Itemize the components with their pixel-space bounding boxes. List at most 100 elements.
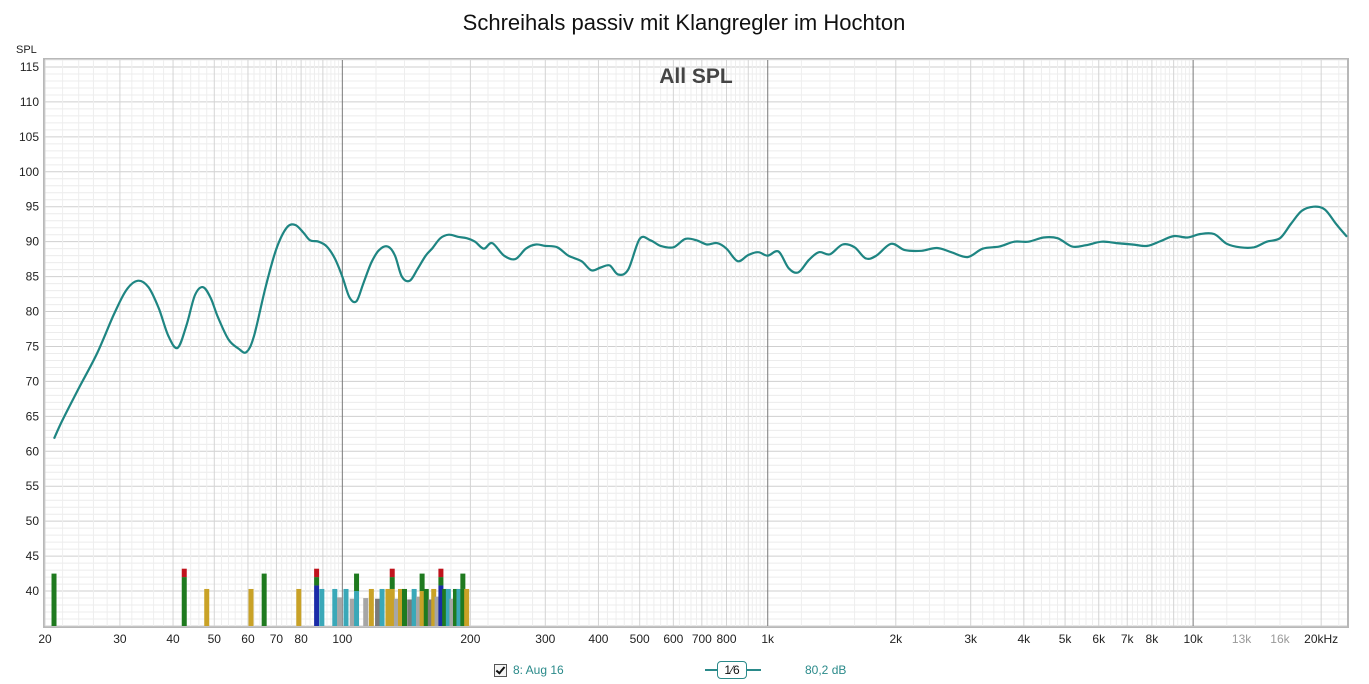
distortion-bar [460, 573, 466, 589]
distortion-bar [427, 599, 433, 626]
distortion-bar [379, 588, 385, 626]
distortion-bar [343, 588, 349, 626]
distortion-bar [248, 588, 254, 626]
x-tick-label: 3k [964, 632, 978, 646]
distortion-bar [431, 588, 437, 626]
x-tick-label: 10k [1183, 632, 1203, 646]
y-tick-labels: 40 45 50 55 60 65 70 75 80 85 90 95 100 105 110 115 [19, 60, 39, 598]
series-legend-label[interactable]: 8: Aug 16 [513, 663, 564, 677]
x-tick-label-minor: 16k [1270, 632, 1290, 646]
distortion-bar [332, 588, 338, 626]
distortion-bar [460, 588, 466, 626]
distortion-bar [456, 588, 462, 626]
distortion-bar [434, 596, 440, 626]
x-tick-label: 1k [761, 632, 775, 646]
y-tick-label: 70 [26, 374, 40, 388]
distortion-bar [415, 596, 421, 626]
x-tick-label-minor: 13k [1232, 632, 1252, 646]
grid [44, 59, 1347, 627]
distortion-bar [401, 588, 407, 626]
series-legend[interactable]: 8: Aug 16 [494, 660, 564, 680]
x-tick-label: 6k [1092, 632, 1106, 646]
distortion-bar [363, 598, 369, 626]
distortion-bar [452, 588, 458, 626]
x-tick-label: 30 [113, 632, 127, 646]
y-tick-label: 90 [26, 235, 40, 249]
distortion-bar [419, 573, 425, 592]
level-value: 80,2 dB [805, 663, 847, 677]
x-tick-label: 60 [241, 632, 255, 646]
series-line-group [52, 205, 1348, 440]
distortion-bar [51, 573, 57, 626]
smoothing-control[interactable]: 1⁄6 [705, 660, 761, 680]
x-tick-label: 800 [716, 632, 736, 646]
x-tick-label: 500 [630, 632, 650, 646]
distortion-bar [438, 585, 444, 626]
x-tick-label: 300 [535, 632, 555, 646]
distortion-bar [438, 568, 444, 578]
distortion-bar [181, 577, 187, 626]
smoothing-line-right [747, 669, 761, 671]
distortion-bar [354, 573, 360, 592]
y-tick-label: 75 [26, 339, 40, 353]
distortion-bar [375, 598, 381, 626]
plot-inner-title: All SPL [659, 65, 733, 88]
x-tick-label: 600 [663, 632, 683, 646]
distortion-bar [337, 597, 343, 626]
y-tick-label: 95 [26, 200, 40, 214]
y-tick-label: 115 [20, 60, 39, 74]
y-tick-label: 55 [26, 479, 40, 493]
distortion-bar [314, 585, 320, 626]
y-tick-label: 60 [26, 444, 40, 458]
x-tick-label: 50 [208, 632, 222, 646]
distortion-bar [389, 568, 395, 578]
distortion-bars [51, 568, 470, 626]
series-visible-checkbox[interactable] [494, 663, 507, 677]
x-tick-label: 100 [332, 632, 352, 646]
level-readout: 80,2 dB [805, 660, 846, 680]
y-tick-label: 45 [26, 549, 40, 563]
x-tick-label: 70 [270, 632, 284, 646]
x-tick-label: 2k [889, 632, 903, 646]
x-tick-label: 8k [1146, 632, 1160, 646]
distortion-bar [204, 588, 210, 626]
distortion-bar [423, 588, 429, 626]
x-tick-label: 7k [1121, 632, 1135, 646]
y-axis-label: SPL [16, 44, 37, 56]
x-tick-label: 20 [38, 632, 52, 646]
y-tick-label: 100 [19, 165, 39, 179]
distortion-bar [389, 577, 395, 589]
x-tick-labels: 20 30 40 50 60 70 80 100 200 300 400 500 600 700 800 1k… [38, 632, 1338, 646]
x-tick-label: 80 [294, 632, 308, 646]
distortion-bar [397, 588, 403, 626]
distortion-bar [419, 591, 425, 626]
distortion-bar [438, 577, 444, 586]
distortion-bar [319, 588, 325, 626]
distortion-bar [385, 588, 391, 626]
distortion-bar [296, 588, 302, 626]
distortion-bar [449, 598, 455, 626]
distortion-bar [181, 568, 187, 578]
distortion-bar [445, 588, 451, 626]
x-tick-label: 20kHz [1304, 632, 1338, 646]
x-tick-label: 700 [692, 632, 712, 646]
y-tick-label: 65 [26, 409, 40, 423]
distortion-bar [407, 599, 413, 626]
smoothing-value[interactable]: 1⁄6 [717, 661, 747, 679]
y-tick-label: 40 [26, 584, 40, 598]
distortion-bar [411, 588, 417, 626]
distortion-bar [349, 598, 355, 626]
distortion-bar [393, 598, 399, 626]
y-tick-label: 80 [26, 305, 40, 319]
distortion-bar [464, 588, 470, 626]
x-tick-label: 4k [1017, 632, 1031, 646]
x-tick-label: 40 [166, 632, 180, 646]
distortion-bar [389, 588, 395, 626]
smoothing-line-left [705, 669, 717, 671]
chart-title: Schreihals passiv mit Klangregler im Hoc… [463, 10, 906, 35]
y-tick-label: 110 [20, 95, 39, 109]
x-tick-label: 200 [460, 632, 480, 646]
distortion-bar [368, 588, 374, 626]
distortion-bar [314, 568, 320, 578]
